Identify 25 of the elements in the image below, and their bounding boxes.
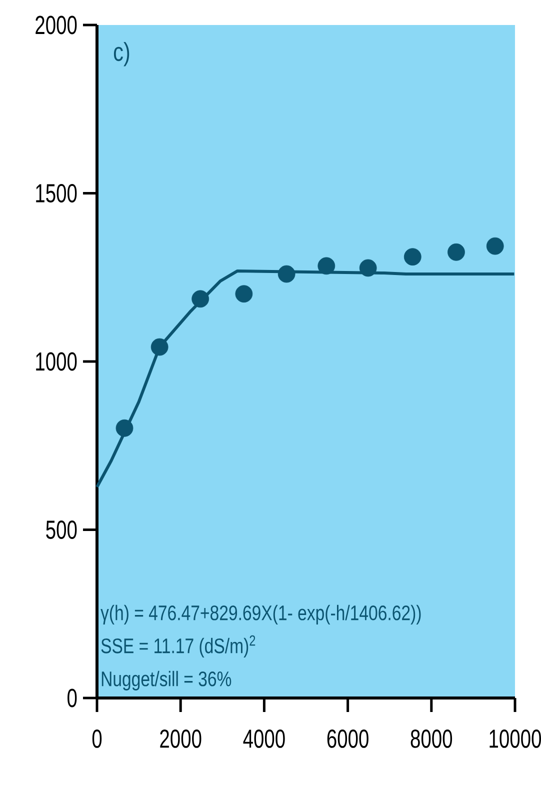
point xyxy=(359,259,377,277)
point xyxy=(278,265,296,283)
x-tick-label: 0 xyxy=(92,730,102,748)
y-tick-label: 1500 xyxy=(36,184,77,202)
point xyxy=(116,419,134,437)
annotation: γ(h) = 476.47+829.69X(1- exp(-h/1406.62)) xyxy=(100,604,421,624)
annotation: SSE = 11.17 (dS/m)$^{2}$ xyxy=(101,635,256,658)
y-tick-label: 0 xyxy=(68,688,77,708)
point xyxy=(192,290,210,308)
x-tick-label: 6000 xyxy=(327,730,368,748)
x-tick-label: 2000 xyxy=(160,730,202,748)
y-tick-label: 500 xyxy=(46,520,77,539)
point xyxy=(318,257,336,275)
point xyxy=(404,248,422,266)
point xyxy=(486,237,504,255)
annotation: c) xyxy=(114,42,130,66)
x-tick-label: 10000 xyxy=(490,730,541,748)
y-tick-label: 2000 xyxy=(36,16,77,34)
y-tick-label: 1000 xyxy=(36,352,77,371)
point xyxy=(448,243,465,261)
point xyxy=(235,285,253,303)
annotation: Nugget/sill = 36% xyxy=(102,670,232,690)
x-tick-label: 4000 xyxy=(243,730,285,748)
x-tick-label: 8000 xyxy=(410,730,452,748)
point xyxy=(150,338,168,356)
